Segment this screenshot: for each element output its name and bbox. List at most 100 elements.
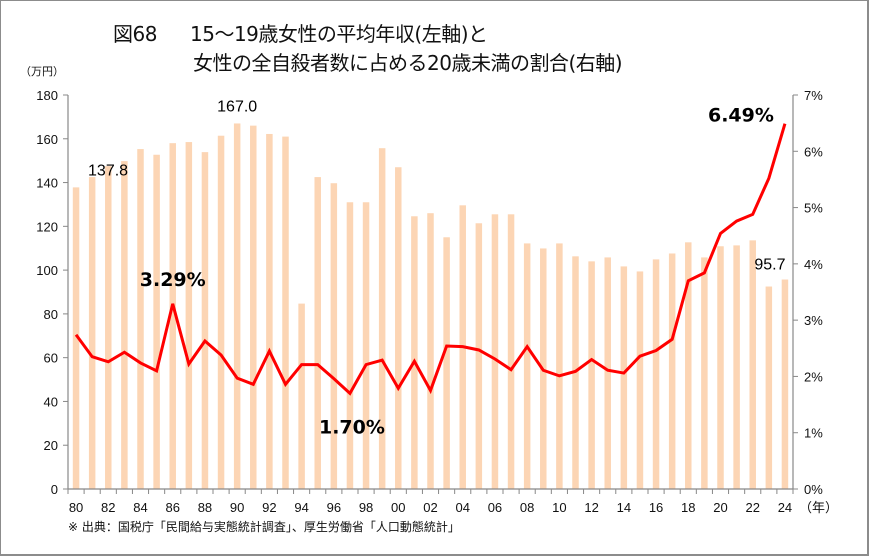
bar-99 [378,148,386,489]
bar-24 [781,279,789,489]
axes [63,94,798,494]
bar-93 [282,136,289,490]
data-label: 6.49% [708,105,774,127]
x-tick-label: 12 [584,500,598,515]
x-tick-label: 80 [69,500,83,515]
x-tick-label: 04 [455,500,469,515]
bar-91 [250,125,257,490]
left-axis-unit-label: （万円） [20,65,64,78]
right-tick-label: 1% [804,426,823,441]
x-tick-label: 08 [520,500,534,515]
bar-16 [652,259,660,489]
bar-88 [201,152,209,489]
left-tick-label: 180 [36,88,58,103]
x-tick-label: 18 [681,500,695,515]
data-label: 95.7 [754,257,785,274]
x-tick-label: 24 [778,500,792,515]
x-tick-label: 88 [198,500,212,515]
left-tick-label: 100 [36,263,58,278]
bar-06 [491,214,499,490]
bar-14 [620,266,628,489]
right-tick-label: 2% [804,369,823,384]
x-tick-label: 94 [294,500,308,515]
bar-07 [507,214,515,490]
bar-81 [88,177,96,490]
left-tick-label: 40 [44,394,58,409]
bar-89 [217,135,225,490]
bar-85 [153,154,160,490]
right-tick-label: 6% [804,144,823,159]
x-tick-label: 84 [133,500,147,515]
x-tick-label: 02 [423,500,437,515]
bar-95 [314,177,321,490]
bar-00 [395,167,402,489]
bar-83 [121,161,128,490]
x-tick-label: 14 [617,500,631,515]
data-label: 167.0 [217,98,257,115]
left-tick-label: 80 [44,307,58,322]
left-tick-label: 0 [51,482,58,497]
x-tick-label: 86 [165,500,179,515]
x-axis-unit-label: （年） [799,500,838,515]
bar-17 [668,253,676,489]
bar-98 [362,202,370,489]
bar-92 [266,133,273,489]
left-tick-label: 120 [36,219,58,234]
x-tick-label: 22 [745,500,759,515]
x-tick-label: 98 [359,500,373,515]
title-line-1: 15～19歳女性の平均年収(左軸)と [190,22,488,46]
bar-series [72,123,789,490]
bar-84 [137,149,144,489]
annotations: 137.8 167.0 95.7 3.29% 1.70% 6.49% [88,98,786,438]
tick-labels: 0204060801001201401601800%1%2%3%4%5%6%7%… [36,88,838,515]
bar-01 [411,216,418,489]
bar-10 [556,243,563,489]
left-tick-label: 60 [44,351,58,366]
bar-21 [733,245,740,489]
x-tick-label: 82 [101,500,115,515]
bar-80 [72,187,80,490]
right-tick-label: 7% [804,88,823,103]
data-label: 137.8 [88,162,128,179]
bar-23 [765,286,773,489]
title-line-2: 女性の全自殺者数に占める20歳未満の割合(右軸) [193,51,623,75]
bar-15 [636,271,644,489]
left-tick-label: 20 [44,438,58,453]
bar-02 [427,213,434,489]
data-label: 1.70% [319,416,385,438]
bar-19 [701,257,708,489]
right-tick-label: 3% [804,313,823,328]
right-tick-label: 5% [804,201,823,216]
bar-12 [588,261,595,489]
bar-86 [169,143,176,489]
x-tick-label: 16 [649,500,663,515]
x-tick-label: 20 [713,500,727,515]
x-tick-label: 90 [230,500,244,515]
bar-18 [685,242,692,489]
x-tick-label: 06 [488,500,502,515]
x-tick-label: 00 [391,500,405,515]
bar-22 [749,240,756,489]
bar-90 [233,123,241,489]
x-tick-label: 92 [262,500,276,515]
bar-20 [717,246,724,489]
x-tick-label: 10 [552,500,566,515]
bar-87 [185,142,193,490]
bar-96 [330,183,338,489]
right-tick-label: 4% [804,257,823,272]
left-tick-label: 160 [36,132,58,147]
figure-number: 図68 [113,22,157,46]
bar-94 [298,303,305,489]
bar-13 [604,257,611,489]
bar-03 [443,237,450,489]
bar-82 [105,166,112,489]
left-tick-label: 140 [36,176,58,191]
source-note: ※ 出典：国税庁「民間給与実態統計調査」、厚生労働省「人口動態統計」 [68,520,460,534]
bar-97 [346,202,354,489]
bar-08 [523,243,531,489]
bar-05 [475,223,483,489]
data-label: 3.29% [140,269,206,291]
line-series [74,123,787,396]
